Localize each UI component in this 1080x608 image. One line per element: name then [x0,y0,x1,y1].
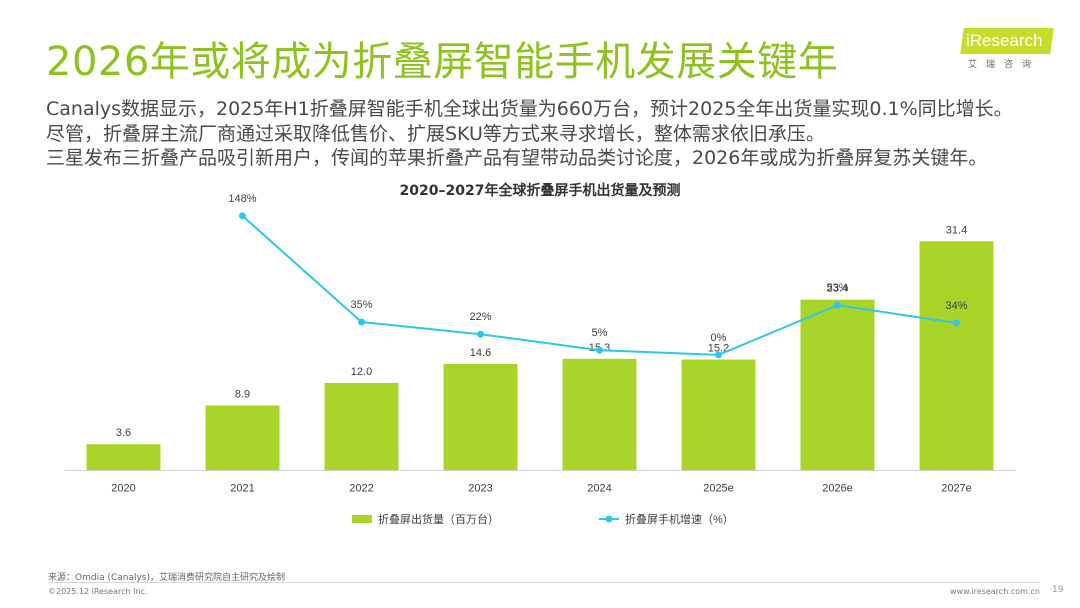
growth-point-2024 [596,346,603,354]
summary-text: Canalys数据显示，2025年H1折叠屏智能手机全球出货量为660万台，预计… [46,97,1066,171]
growth-label-2027e: 34% [945,300,967,312]
bar-label-2021: 8.9 [235,389,250,401]
website-link[interactable]: www.iresearch.com.cn [950,587,1040,596]
growth-point-2026e [834,301,841,309]
logo-subtitle: 艾瑞咨询 [968,60,1041,70]
bar-2027e [919,241,994,471]
x-tick-2020: 2020 [111,483,135,495]
bar-2022 [324,382,399,471]
bar-2023 [443,363,518,471]
growth-label-2023: 22% [469,311,491,323]
x-tick-2025e: 2025e [703,483,734,495]
slide-title: 2026年或将成为折叠屏智能手机发展关键年 [46,39,839,85]
growth-label-2025e: 0% [711,332,727,344]
bar-2024 [562,358,637,471]
growth-point-2022 [358,318,365,326]
footer-divider [48,582,1040,583]
summary-line-1: Canalys数据显示，2025年H1折叠屏智能手机全球出货量为660万台，预计… [46,98,1013,120]
x-tick-2023: 2023 [468,483,492,495]
bar-2020 [86,444,161,471]
chart-title: 2020–2027年全球折叠屏手机出货量及预测 [399,183,681,199]
summary-line-3: 三星发布三折叠产品吸引新用户，传闻的苹果折叠产品有望带动品类讨论度，2026年或… [46,147,988,169]
logo-text: iResearch [966,31,1043,50]
growth-label-2024: 5% [592,327,608,339]
legend-bar-label: 折叠屏出货量（百万台） [378,512,499,526]
bar-2025e [681,359,756,471]
legend-bar-swatch [352,515,372,523]
growth-label-2022: 35% [350,299,372,311]
bar-label-2025e: 15.2 [708,343,729,355]
source-note: 来源：Omdia (Canalys)，艾瑞消费研究院自主研究及绘制 [48,573,285,583]
bar-label-2027e: 31.4 [946,224,967,236]
x-tick-2026e: 2026e [822,483,853,495]
bar-label-2022: 12.0 [351,366,372,378]
bar-label-2023: 14.6 [470,347,491,359]
x-tick-2024: 2024 [587,483,611,495]
bar-label-2026e: 23.4 [827,283,848,295]
x-tick-2027e: 2027e [941,483,972,495]
iresearch-logo: iResearch 艾瑞咨询 [960,28,1056,70]
growth-label-2026e: 53% [826,282,848,294]
summary-line-2: 尽管，折叠屏主流厂商通过采取降低售价、扩展SKU等方式来寻求增长，整体需求依旧承… [46,122,825,145]
bar-2021 [205,405,280,471]
growth-point-2025e [715,351,722,359]
bar-label-2020: 3.6 [116,427,131,439]
x-tick-2022: 2022 [349,483,373,495]
legend-line-marker [605,515,613,523]
legend-line-label: 折叠屏手机增速（%） [625,512,734,526]
copyright: ©2025.12 iResearch Inc. [48,587,148,596]
growth-label-2021: 148% [228,193,256,205]
x-tick-2021: 2021 [230,483,254,495]
growth-point-2027e [953,319,960,327]
growth-point-2021 [239,212,246,220]
bar-2026e [800,299,875,471]
page-number: 19 [1052,585,1064,595]
growth-point-2023 [477,330,484,338]
